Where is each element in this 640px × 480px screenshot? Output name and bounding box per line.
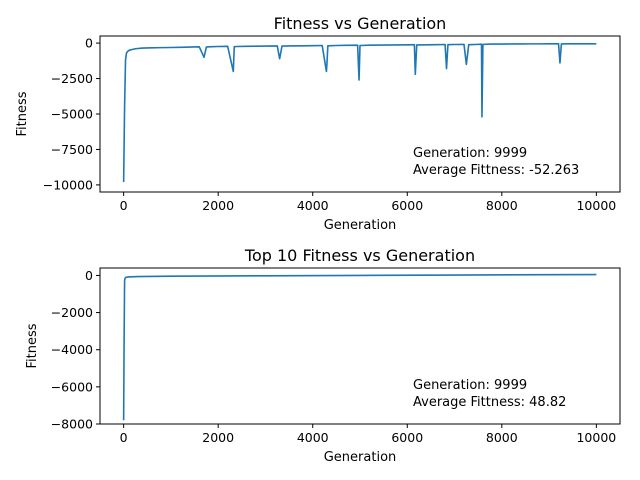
series-line: [122, 42, 597, 183]
subplot-1: Fitness vs Generation 0 2000 4000 6000 8000 10…: [15, 14, 621, 233]
x-tick-label: 10000: [576, 198, 616, 213]
annotation-line: Generation: 9999: [413, 146, 527, 161]
y-tick-label: −2500: [51, 71, 93, 86]
x-tick-label: 0: [120, 198, 128, 213]
x-tick-label: 2000: [202, 198, 234, 213]
y-tick-label: −10000: [43, 177, 93, 192]
y-tick-label: −7500: [51, 142, 93, 157]
x-tick-label: 4000: [297, 198, 329, 213]
x-tick-label: 0: [120, 430, 128, 445]
annotation-line: Average Fittness: 48.82: [413, 395, 566, 410]
y-tick-label: 0: [85, 268, 93, 283]
x-tick-label: 10000: [576, 430, 616, 445]
x-tick-label: 6000: [391, 430, 423, 445]
y-axis-label: Fitness: [25, 323, 40, 368]
x-tick-label: 8000: [486, 198, 518, 213]
y-tick-label: −5000: [51, 107, 93, 122]
y-tick-label: −6000: [51, 379, 93, 394]
y-tick-label: −8000: [51, 417, 93, 432]
y-tick-label: −4000: [51, 342, 93, 357]
series-line: [122, 273, 597, 421]
x-tick-label: 4000: [297, 430, 329, 445]
y-axis-label: Fitness: [15, 91, 30, 136]
annotation-line: Average Fittness: -52.263: [413, 163, 579, 178]
x-tick-label: 8000: [486, 430, 518, 445]
y-tick-label: −2000: [51, 305, 93, 320]
subplot-2: Top 10 Fitness vs Generation 0 2000 4000 600…: [25, 246, 621, 465]
y-tick-label: 0: [85, 36, 93, 51]
chart-title: Top 10 Fitness vs Generation: [244, 246, 475, 265]
x-tick-label: 6000: [391, 198, 423, 213]
annotation-line: Generation: 9999: [413, 378, 527, 393]
x-axis-label: Generation: [324, 218, 397, 233]
x-tick-label: 2000: [202, 430, 234, 445]
chart-title: Fitness vs Generation: [274, 14, 447, 33]
x-axis-label: Generation: [324, 450, 397, 465]
plot-frame: [99, 267, 621, 425]
